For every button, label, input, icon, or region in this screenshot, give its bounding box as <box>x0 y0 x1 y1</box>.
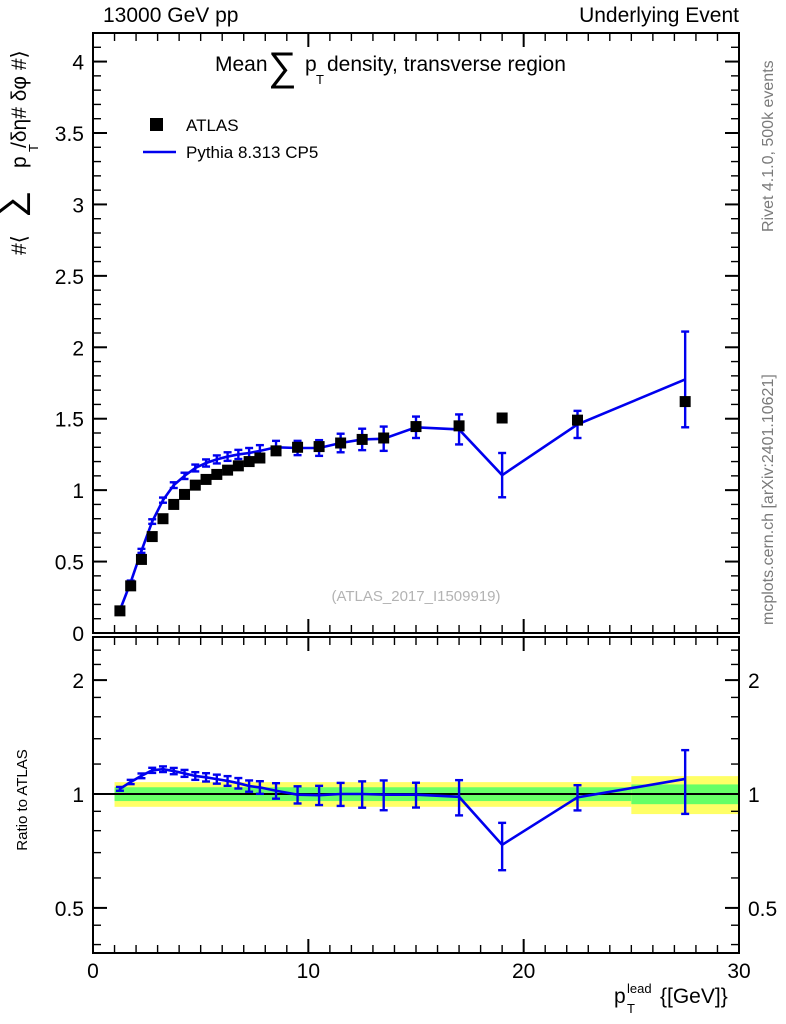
mcplots-source-label: mcplots.cern.ch [arXiv:2401.10621] <box>760 374 777 625</box>
y-tick-label: 4 <box>72 52 84 75</box>
header-right: Underlying Event <box>579 4 739 27</box>
atlas-data-point <box>335 437 347 449</box>
y-tick-label: 0.5 <box>55 552 84 575</box>
atlas-data-point <box>114 605 126 617</box>
ratio-y-tick-label: 2 <box>72 670 84 693</box>
y-tick-label: 1 <box>72 480 84 503</box>
legend: ATLAS Pythia 8.313 CP5 <box>143 116 318 162</box>
legend-label-pythia: Pythia 8.313 CP5 <box>186 143 318 162</box>
ratio-y-tick-label-right: 1 <box>748 784 760 807</box>
legend-label-atlas: ATLAS <box>186 116 239 135</box>
atlas-data-point <box>254 452 266 464</box>
atlas-data-point <box>243 456 255 468</box>
x-tick-label: 0 <box>87 960 99 983</box>
atlas-data-point <box>189 479 201 491</box>
atlas-data-point <box>200 473 212 485</box>
atlas-data-point <box>211 468 223 480</box>
xlabel-unit: {[GeV]} <box>660 985 728 1008</box>
ylabel-part-0: #⟨ <box>8 235 31 255</box>
atlas-data-point <box>222 464 234 476</box>
ratio-y-tick-label: 1 <box>72 784 84 807</box>
title-sigma: ∑ <box>268 45 297 89</box>
x-axis-label: p lead T {[GeV]} <box>614 981 728 1016</box>
ylabel-part-4: /δη# δφ #⟩ <box>8 50 31 148</box>
ratio-panel: 0.5 0.51 12 20 10 20 30 <box>55 636 777 983</box>
title-prefix: Mean <box>215 53 268 76</box>
header-left: 13000 GeV pp <box>103 4 238 27</box>
pythia-line-main <box>118 378 686 611</box>
atlas-data-point <box>270 445 282 457</box>
x-tick-label: 10 <box>297 960 320 983</box>
x-tick-label: 20 <box>512 960 535 983</box>
atlas-data-point <box>157 513 169 525</box>
atlas-data-point <box>679 396 691 408</box>
legend-marker-atlas <box>150 118 163 131</box>
y-axis-label-ratio: Ratio to ATLAS <box>14 749 31 850</box>
atlas-data-point <box>135 553 147 565</box>
y-tick-label: 2.5 <box>55 266 84 289</box>
x-tick-label: 30 <box>727 960 750 983</box>
xlabel-sup: lead <box>627 981 652 996</box>
ratio-y-tick-label-right: 0.5 <box>748 898 777 921</box>
atlas-data-point <box>232 460 244 472</box>
atlas-data-point <box>168 498 180 510</box>
title-suffix: density, transverse region <box>327 53 566 76</box>
atlas-data-point <box>179 488 191 500</box>
atlas-data-point <box>496 412 508 424</box>
atlas-data-point <box>453 420 465 432</box>
atlas-data-point <box>410 421 422 433</box>
atlas-data-point <box>146 531 158 543</box>
xlabel-p: p <box>614 985 626 1008</box>
ylabel-p-sub: T <box>26 144 41 152</box>
ylabel-sigma: ∑ <box>0 191 31 218</box>
plot-title: Mean ∑ p T density, transverse region <box>215 45 566 89</box>
ratio-y-tick-label-right: 2 <box>748 670 760 693</box>
y-tick-label: 0 <box>72 623 84 646</box>
atlas-data-point <box>378 432 390 444</box>
atlas-data-point <box>292 441 304 453</box>
atlas-data-point <box>356 433 368 445</box>
atlas-data-point <box>313 441 325 453</box>
atlas-data-point <box>572 414 583 426</box>
y-axis-label-main: #⟨ ∑ p T /δη# δφ #⟩ <box>0 50 41 255</box>
ylabel-p: p <box>8 156 31 168</box>
y-tick-label: 3.5 <box>55 123 84 146</box>
xlabel-sub: T <box>627 1001 635 1016</box>
y-tick-label: 1.5 <box>55 409 84 432</box>
y-tick-label: 3 <box>72 194 84 217</box>
analysis-watermark: (ATLAS_2017_I1509919) <box>331 588 500 605</box>
ratio-y-tick-label: 0.5 <box>55 898 84 921</box>
atlas-data-point <box>125 580 137 592</box>
main-panel: 0 0.5 1 1.5 2 2.5 3 3.5 4 <box>55 32 740 646</box>
y-tick-label: 2 <box>72 337 84 360</box>
title-p: p <box>305 53 317 76</box>
rivet-version-label: Rivet 4.1.0, 500k events <box>760 60 777 232</box>
title-p-sub: T <box>316 72 324 87</box>
svg-text:#⟨: #⟨ <box>8 235 31 255</box>
